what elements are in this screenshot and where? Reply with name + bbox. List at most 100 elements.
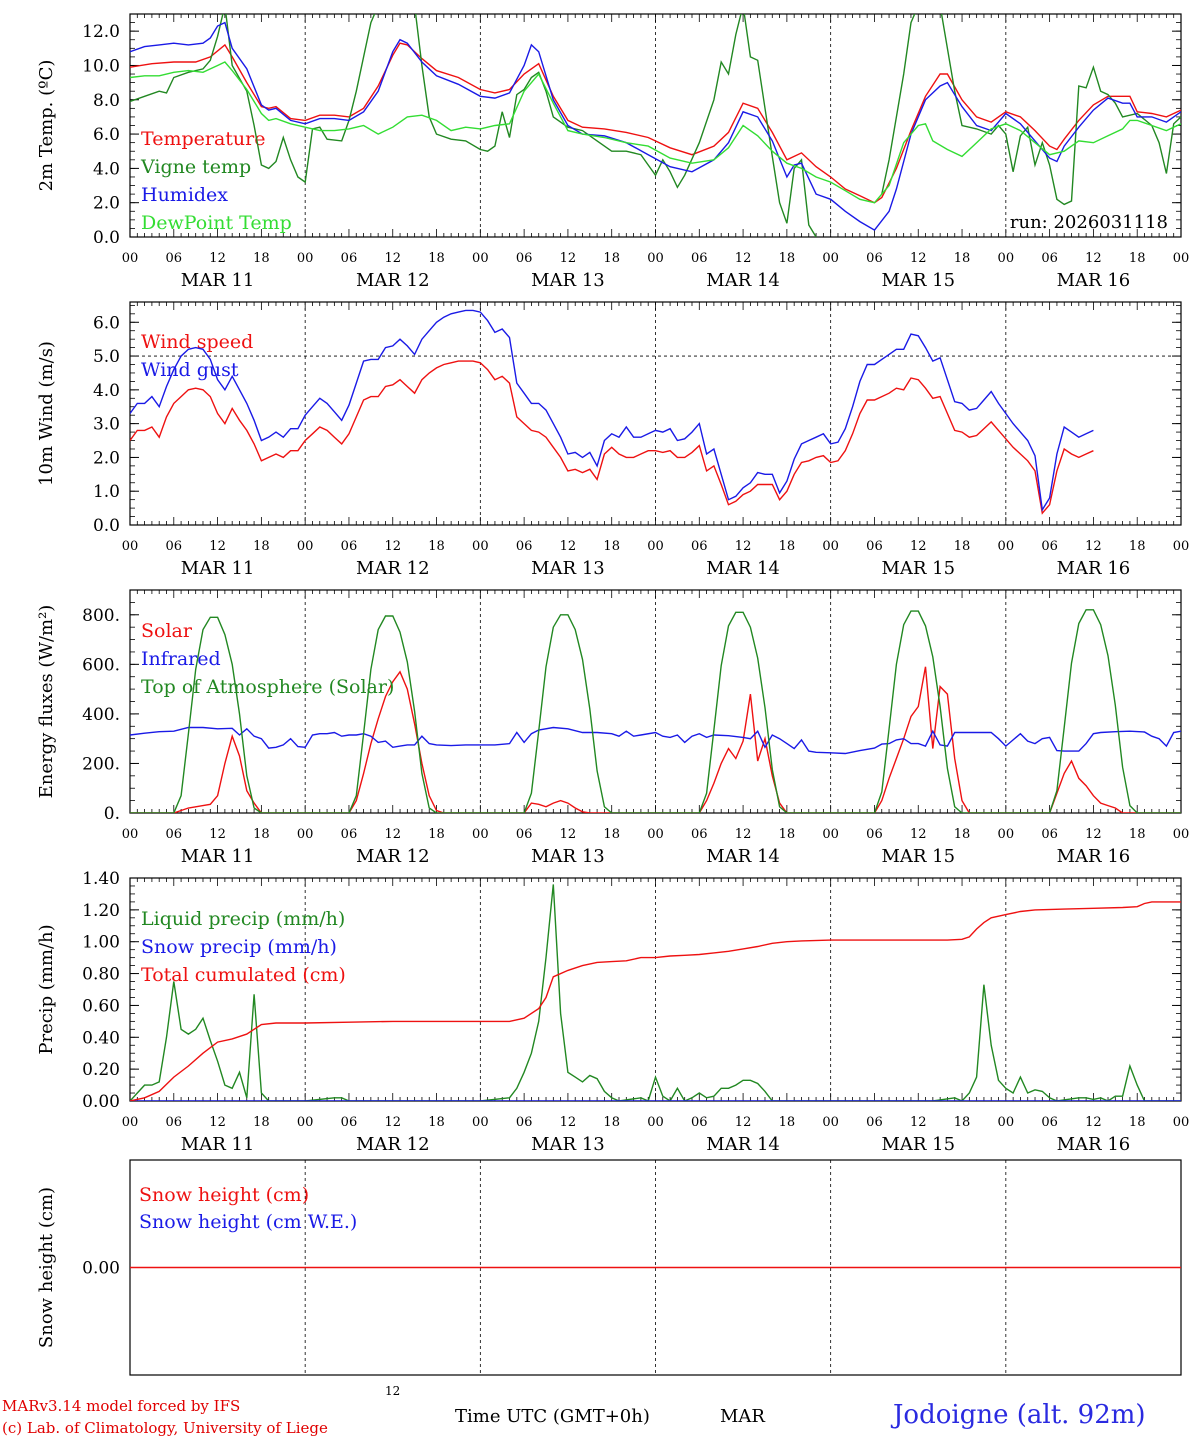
day-label: MAR 11 xyxy=(181,558,255,579)
x-tick-label: 18 xyxy=(253,1115,270,1130)
x-tick-label: 00 xyxy=(122,539,139,554)
x-tick-label: 18 xyxy=(428,1115,445,1130)
x-tick-label: 12 xyxy=(560,539,577,554)
y-tick-label: 0.00 xyxy=(82,1092,120,1112)
x-tick-label: 18 xyxy=(603,827,620,842)
x-tick-label: 12 xyxy=(384,251,401,266)
y-axis-title: 2m Temp. (ºC) xyxy=(36,60,57,192)
day-label: MAR 12 xyxy=(356,846,430,867)
y-axis-title: Snow height (cm) xyxy=(36,1187,57,1348)
x-tick-label: 06 xyxy=(1041,827,1058,842)
legend-entry: Wind gust xyxy=(141,359,239,381)
y-tick-label: 400. xyxy=(82,705,120,725)
day-label: MAR 14 xyxy=(706,270,780,291)
x-tick-label: 12 xyxy=(910,827,927,842)
legend-entry: Infrared xyxy=(141,648,221,670)
x-tick-label: 18 xyxy=(954,1115,971,1130)
x-tick-label: 12 xyxy=(384,539,401,554)
day-label: MAR 16 xyxy=(1057,270,1131,291)
x-tick-label: 00 xyxy=(998,1115,1015,1130)
y-tick-label: 0. xyxy=(104,804,120,824)
x-tick-label: 06 xyxy=(691,827,708,842)
x-tick-label: 18 xyxy=(603,539,620,554)
x-tick-label: 12 xyxy=(910,539,927,554)
y-tick-label: 12.0 xyxy=(82,22,120,42)
legend-entry: Humidex xyxy=(141,184,228,206)
legend-entry: Total cumulated (cm) xyxy=(141,964,346,986)
x-tick-label: 06 xyxy=(866,251,883,266)
x-tick-label: 12 xyxy=(1085,251,1102,266)
day-label: MAR 16 xyxy=(1057,1134,1131,1155)
x-tick-label: 00 xyxy=(1173,539,1190,554)
x-tick-label: 06 xyxy=(691,539,708,554)
x-tick-label: 18 xyxy=(1129,539,1146,554)
x-tick-label: 06 xyxy=(516,827,533,842)
x-tick-label: 06 xyxy=(1041,1115,1058,1130)
x-tick-label: 00 xyxy=(122,1115,139,1130)
y-tick-label: 5.0 xyxy=(93,347,120,367)
series-line-vigne-temp-late- xyxy=(881,14,1181,206)
x-tick-label: 18 xyxy=(779,251,796,266)
x-tick-label: 00 xyxy=(998,251,1015,266)
x-tick-label: 12 xyxy=(560,827,577,842)
x-tick-label: 18 xyxy=(1129,251,1146,266)
y-tick-label: 10.0 xyxy=(82,56,120,76)
x-tick-label: 18 xyxy=(253,251,270,266)
x-tick-label: 06 xyxy=(341,251,358,266)
day-label: MAR 12 xyxy=(356,558,430,579)
x-tick-label: 12 xyxy=(560,251,577,266)
x-tick-label: 00 xyxy=(998,827,1015,842)
legend-entry: Top of Atmosphere (Solar) xyxy=(141,676,394,698)
x-tick-label: 06 xyxy=(166,1115,183,1130)
y-tick-label: 8.0 xyxy=(93,91,120,111)
day-label: MAR 13 xyxy=(531,270,605,291)
x-tick-label: 06 xyxy=(1041,251,1058,266)
x-tick-label: 12 xyxy=(209,539,226,554)
y-axis-title: Precip (mm/h) xyxy=(36,924,57,1054)
x-tick-label: 06 xyxy=(691,1115,708,1130)
x-tick-label: 06 xyxy=(866,827,883,842)
day-label: MAR 11 xyxy=(181,270,255,291)
run-annotation: run: 2026031118 xyxy=(1010,212,1168,233)
y-tick-label: 0.60 xyxy=(82,996,120,1016)
panel-frame-wind xyxy=(129,301,1182,526)
x-tick-label: 00 xyxy=(647,539,664,554)
x-tick-label: 00 xyxy=(822,251,839,266)
x-tick-label: 06 xyxy=(166,539,183,554)
legend-entry: Snow precip (mm/h) xyxy=(141,936,337,958)
legend-entry: Snow height (cm W.E.) xyxy=(139,1211,357,1233)
x-tick-label: 18 xyxy=(1129,827,1146,842)
x-tick-label: 00 xyxy=(822,1115,839,1130)
y-tick-label: 1.0 xyxy=(93,482,120,502)
x-tick-label: 06 xyxy=(341,539,358,554)
series-line-humidex xyxy=(130,21,1181,232)
y-tick-label: 0.20 xyxy=(82,1060,120,1080)
x-tick-label: 00 xyxy=(122,251,139,266)
station-name: Jodoigne (alt. 92m) xyxy=(893,1400,1146,1430)
x-tick-label: 12 xyxy=(910,1115,927,1130)
x-tick-label: 12 xyxy=(560,1115,577,1130)
x-tick-label: 00 xyxy=(822,827,839,842)
day-label: MAR 14 xyxy=(706,1134,780,1155)
x-tick-label: 18 xyxy=(779,827,796,842)
x-tick-label: 12 xyxy=(1085,1115,1102,1130)
x-tick-label: 00 xyxy=(1173,1115,1190,1130)
day-label: MAR 16 xyxy=(1057,558,1131,579)
x-tick-label: 18 xyxy=(428,251,445,266)
series-line-dewpoint-temp xyxy=(130,61,1181,204)
series-line-temperature xyxy=(130,42,1181,204)
x-tick-label: 18 xyxy=(1129,1115,1146,1130)
y-tick-label: 600. xyxy=(82,655,120,675)
x-tick-label: 18 xyxy=(954,539,971,554)
y-tick-label: 0.80 xyxy=(82,965,120,985)
legend-entry: Solar xyxy=(141,620,193,642)
x-tick-label: 06 xyxy=(341,1115,358,1130)
y-tick-label: 6.0 xyxy=(93,313,120,333)
x-tick-label: 06 xyxy=(516,251,533,266)
day-label: MAR 16 xyxy=(1057,846,1131,867)
legend-entry: Vigne temp xyxy=(140,156,251,178)
x-tick-label: 00 xyxy=(647,1115,664,1130)
x-tick-label: 12 xyxy=(735,1115,752,1130)
x-tick-label: 18 xyxy=(253,539,270,554)
y-tick-label: 4.0 xyxy=(93,159,120,179)
